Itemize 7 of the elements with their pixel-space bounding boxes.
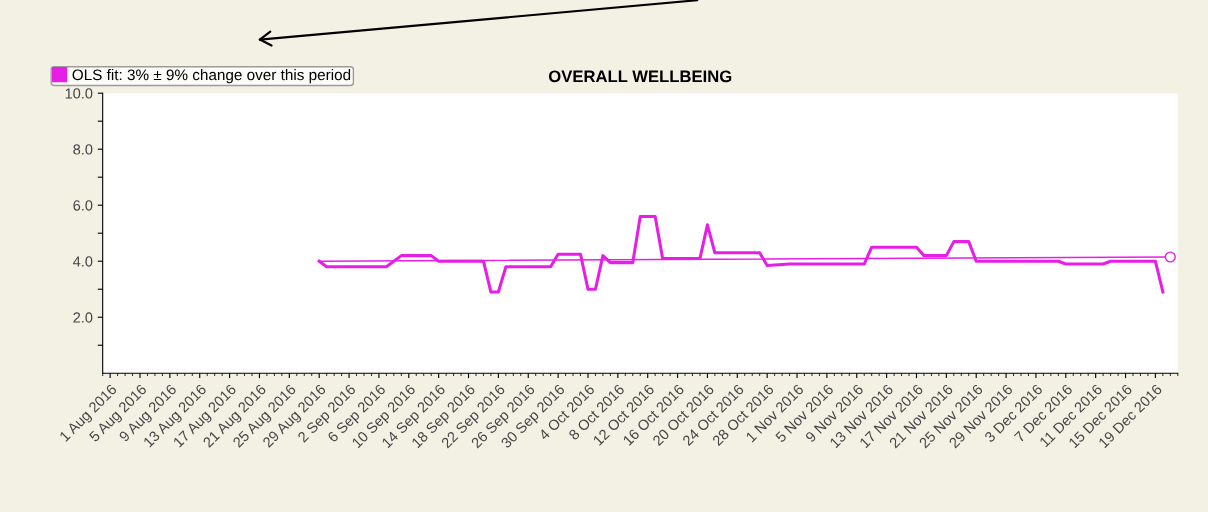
- legend-label: OLS fit: 3% ± 9% change over this period: [72, 69, 351, 84]
- y-tick-label: 4.0: [73, 256, 93, 267]
- y-tick-label: 8.0: [73, 144, 93, 155]
- y-tick-label: 2.0: [73, 312, 93, 323]
- y-tick-label: 10.0: [65, 88, 93, 99]
- y-tick-label: 6.0: [73, 200, 93, 211]
- chart-title: OVERALL WELLBEING: [548, 70, 732, 83]
